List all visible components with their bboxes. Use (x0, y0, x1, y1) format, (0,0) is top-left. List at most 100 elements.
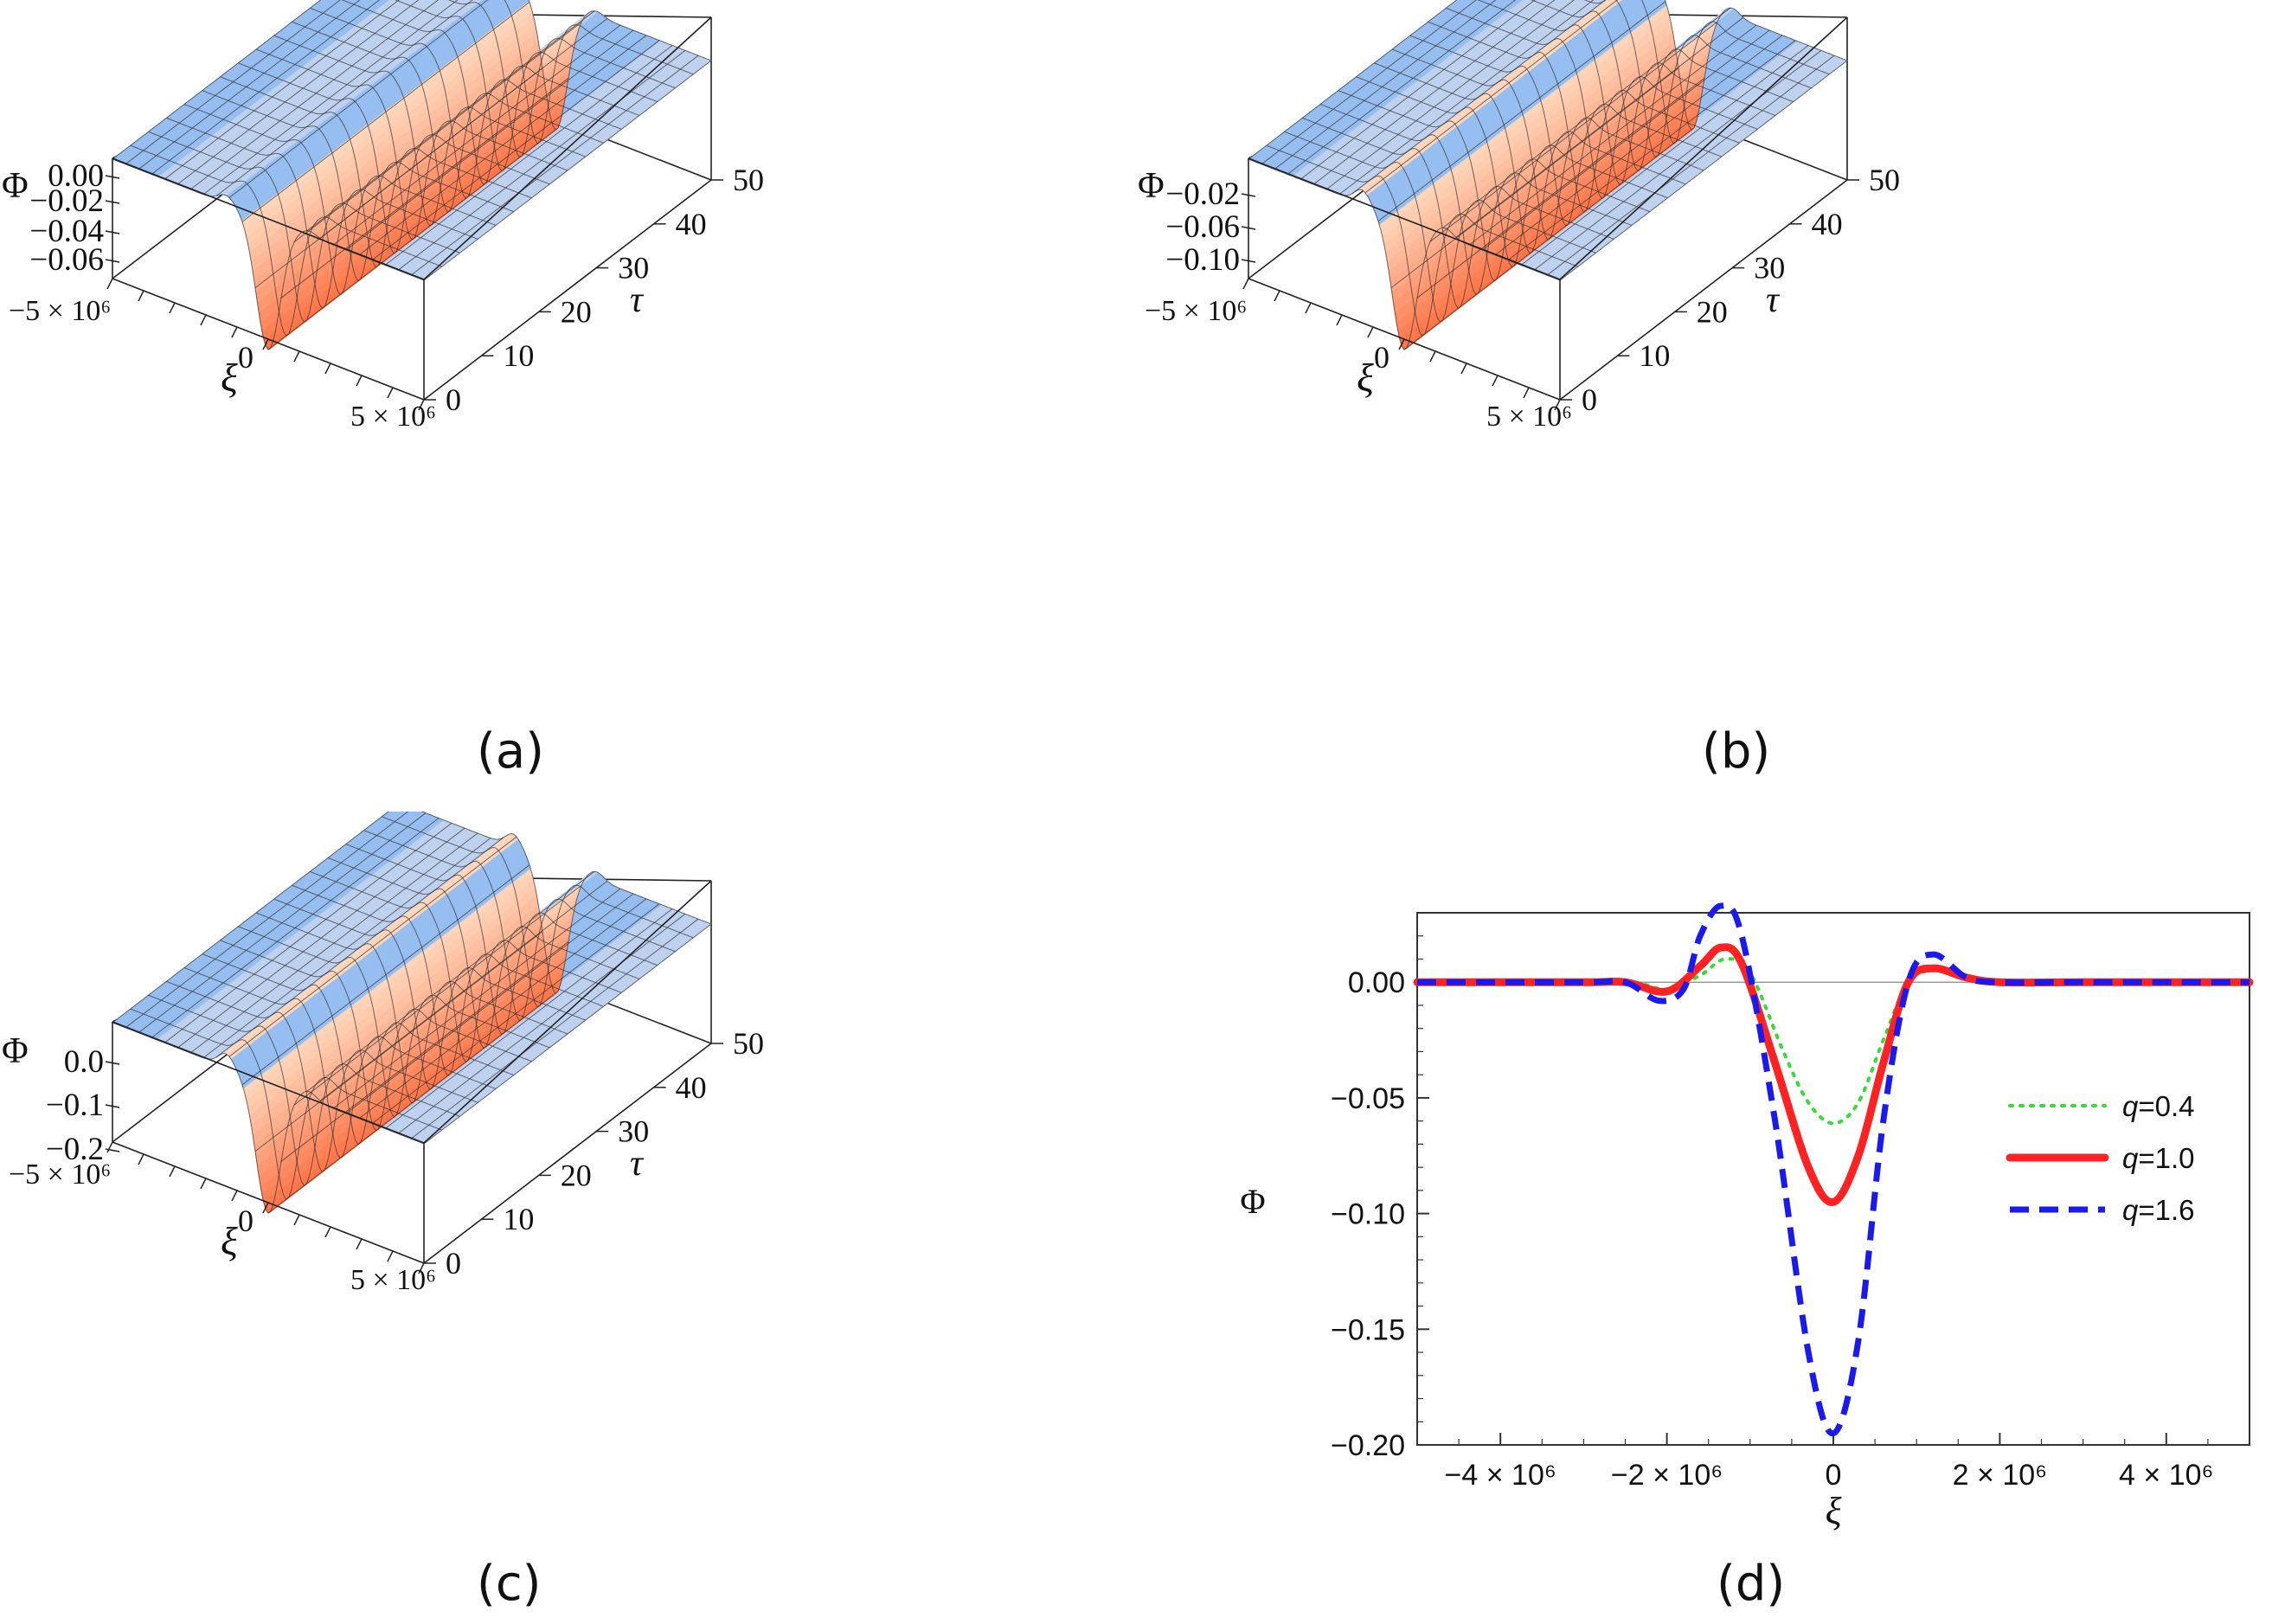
y-tick-label: 10 (503, 1202, 534, 1236)
mesh-line (148, 994, 460, 1186)
x-tick (324, 1226, 331, 1238)
x-tick-label: −2 × 10⁶ (1611, 1459, 1723, 1492)
z-axis-label: Φ (2, 1031, 29, 1071)
z-axis: 0.0 −0.1 −0.2 Φ (2, 1031, 120, 1167)
x-tick-label: 0 (238, 1204, 254, 1238)
y-axis: 0 10 20 30 40 50 τ (424, 1026, 764, 1281)
z-tick-label: −0.06 (1165, 209, 1240, 245)
mesh-line (1641, 0, 1830, 144)
x-tick-label: 5 × 10⁶ (350, 1264, 436, 1296)
y-tick-label: −0.10 (1331, 1198, 1405, 1231)
mesh-line (363, 830, 676, 1022)
x-tick-label: −5 × 10⁶ (1145, 295, 1247, 327)
mesh-line (327, 857, 640, 1050)
mesh-line (292, 21, 604, 213)
x-tick-label: 0 (238, 340, 254, 375)
box-edge (1559, 16, 1848, 280)
legend-label: q=1.6 (2122, 1194, 2195, 1226)
y-tick-label: 50 (733, 1026, 764, 1061)
mesh-line (1409, 35, 1722, 227)
z-tick-label: −0.1 (46, 1088, 104, 1123)
x-tick (231, 1190, 238, 1202)
z-tick-label: −0.06 (29, 242, 104, 278)
y-tick-label: 40 (676, 207, 707, 241)
z-tick (1241, 226, 1256, 230)
x-axis-label: ξ (1826, 1490, 1842, 1532)
x-tick (356, 1238, 363, 1250)
surface-plot-a: 0.00 −0.02 −0.04 −0.06 Φ −5 × 10⁶ 0 5 × 10⁶ ξ 0 10… (0, 0, 1136, 812)
z-tick-label: −0.02 (29, 183, 104, 219)
mesh-line (273, 35, 586, 227)
mesh-line (1664, 0, 1848, 131)
mesh-line (130, 1008, 442, 1200)
box-edge (423, 16, 712, 280)
x-tick (231, 326, 238, 338)
y-tick-label: 0 (446, 382, 461, 417)
mesh-line (148, 131, 460, 323)
mesh-line (310, 870, 622, 1063)
mesh-line (1338, 90, 1650, 282)
mesh-line (220, 76, 532, 268)
mesh-line (420, 812, 712, 994)
y-tick-label: 50 (1869, 163, 1900, 197)
x-tick (200, 1178, 207, 1190)
x-tick-label: −5 × 10⁶ (9, 1159, 111, 1191)
mesh-line (255, 48, 568, 241)
y-tick-label: 0.00 (1348, 966, 1405, 999)
z-axis: −0.02−0.06−0.10Φ (1138, 166, 1256, 278)
x-tick (169, 302, 176, 314)
mesh-line (273, 898, 586, 1090)
box-edge (423, 179, 712, 401)
surface (112, 812, 712, 1214)
surface (1248, 0, 1848, 350)
mesh-line (130, 144, 442, 337)
y-tick-label: 50 (733, 163, 764, 197)
z-tick-label: −0.04 (29, 214, 104, 249)
x-tick (1460, 363, 1467, 375)
legend-label: q=0.4 (2122, 1090, 2195, 1122)
mesh-line (1477, 0, 1776, 186)
x-tick (1305, 302, 1312, 314)
mesh-line (112, 1022, 425, 1214)
box-edge (423, 880, 712, 1144)
x-tick-label: 0 (1374, 340, 1390, 375)
mesh-line (183, 967, 497, 1159)
z-tick (105, 1061, 120, 1065)
x-tick (387, 387, 394, 399)
z-axis-label: Φ (1138, 166, 1165, 206)
z-tick-label: −0.2 (46, 1132, 104, 1167)
mesh-line (1530, 0, 1794, 172)
mesh-line (345, 844, 658, 1036)
mesh-line (1356, 76, 1668, 268)
box-edge (112, 1021, 425, 1144)
caption-d: (d) (1717, 1556, 1786, 1612)
y-tick-label: 20 (561, 1158, 592, 1192)
y-axis: 0 10 20 30 40 50 τ (424, 163, 764, 417)
z-tick-label: 0.00 (48, 158, 104, 194)
y-tick-label: 10 (1639, 338, 1670, 373)
x-tick (106, 278, 113, 290)
legend-label: q=1.0 (2122, 1142, 2195, 1174)
y-tick-label: −0.20 (1331, 1429, 1405, 1462)
mesh-line (394, 0, 658, 172)
mesh-line (310, 7, 622, 200)
mesh-line (255, 912, 568, 1104)
z-tick (105, 1104, 120, 1108)
x-tick (1398, 338, 1405, 350)
y-axis-label: τ (1766, 280, 1781, 320)
x-tick-label: 5 × 10⁶ (350, 401, 436, 433)
x-axis: −5 × 10⁶ 0 5 × 10⁶ ξ (9, 278, 436, 433)
x-tick-label: 4 × 10⁶ (2119, 1459, 2213, 1492)
x-tick (138, 1153, 144, 1165)
y-axis-label: τ (630, 280, 645, 320)
caption-c: (c) (477, 1556, 542, 1612)
caption-b: (b) (1702, 723, 1771, 780)
y-axis-label: Φ (1240, 1182, 1265, 1221)
x-axis-label: ξ (221, 356, 238, 400)
mesh-line (1248, 158, 1561, 350)
z-tick (105, 1148, 120, 1152)
